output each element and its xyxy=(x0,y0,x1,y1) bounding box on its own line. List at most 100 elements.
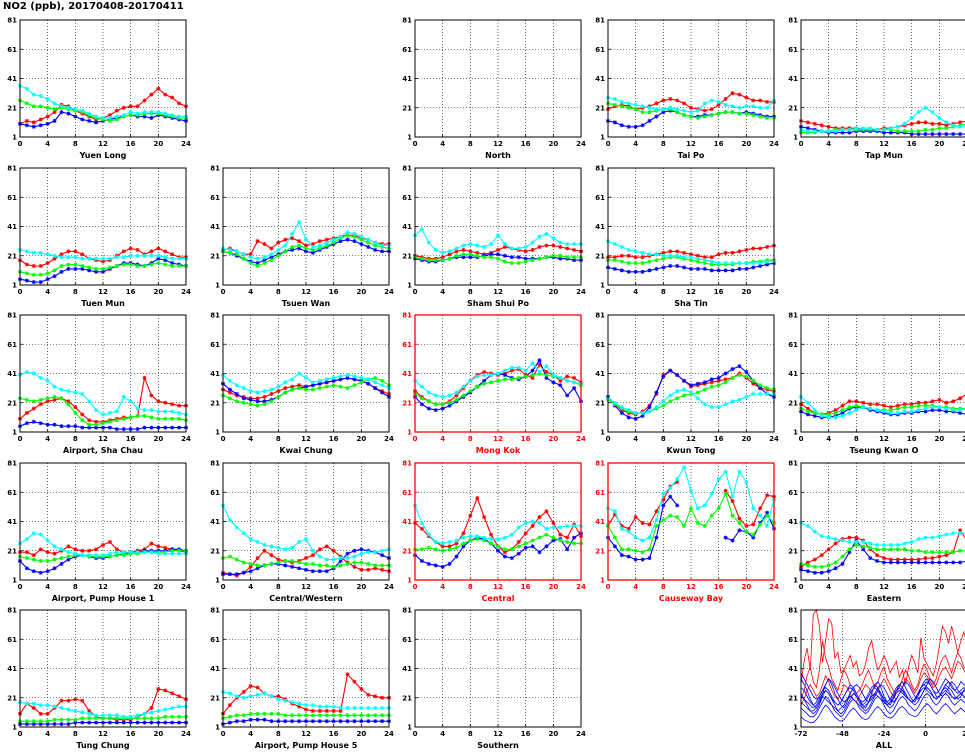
data-point xyxy=(310,242,315,247)
x-tick-label: 0 xyxy=(413,730,418,738)
data-point xyxy=(38,402,43,407)
y-tick-label: 81 xyxy=(402,17,412,25)
x-tick-label: 8 xyxy=(854,583,859,591)
data-point xyxy=(702,380,707,385)
data-point xyxy=(675,372,680,377)
plot-frame xyxy=(607,167,775,286)
x-tick-label: 24 xyxy=(181,583,191,591)
data-point xyxy=(59,396,64,401)
data-point xyxy=(833,408,838,413)
x-tick-label: 4 xyxy=(45,288,50,296)
data-point xyxy=(304,719,308,724)
x-tick-label: 8 xyxy=(73,730,78,738)
data-point xyxy=(551,236,556,241)
y-tick-label: 1 xyxy=(793,429,798,437)
data-point xyxy=(475,250,480,255)
data-point xyxy=(661,110,666,115)
data-point xyxy=(923,127,928,132)
data-point xyxy=(373,713,378,718)
data-point xyxy=(440,255,445,260)
data-point xyxy=(324,243,329,248)
chart-panel-kwai-chung: 0 4 8 12 16 20 24 1 21 41 61 81 Kwai Chung xyxy=(203,310,394,456)
data-point xyxy=(135,263,140,268)
data-point xyxy=(170,95,175,100)
panel-title: North xyxy=(485,151,511,160)
x-tick-label: 24 xyxy=(962,730,965,738)
data-point xyxy=(695,253,700,258)
data-point xyxy=(80,720,85,725)
data-point xyxy=(454,554,459,559)
data-point xyxy=(297,246,302,251)
data-point xyxy=(345,713,350,718)
data-point xyxy=(324,380,329,385)
data-point xyxy=(170,402,175,407)
x-tick-label: 4 xyxy=(826,435,831,443)
data-point xyxy=(310,387,315,392)
data-point xyxy=(440,406,445,411)
data-point xyxy=(352,239,357,244)
x-tick-label: 8 xyxy=(276,435,281,443)
data-point xyxy=(765,115,770,120)
data-point xyxy=(262,399,267,404)
data-point xyxy=(537,358,542,363)
y-tick-label: 1 xyxy=(600,134,605,142)
x-tick-label: 24 xyxy=(576,730,586,738)
data-point xyxy=(812,129,817,134)
data-point xyxy=(751,265,756,270)
y-tick-label: 81 xyxy=(7,312,17,320)
data-point xyxy=(366,692,371,697)
data-point xyxy=(52,566,57,571)
data-point xyxy=(454,541,459,546)
data-point xyxy=(709,113,714,118)
data-point xyxy=(283,713,288,718)
data-point xyxy=(59,252,64,257)
data-point xyxy=(461,393,466,398)
data-point xyxy=(304,243,308,248)
data-point xyxy=(923,556,928,561)
data-point xyxy=(31,399,36,404)
data-point xyxy=(758,386,763,391)
y-tick-label: 1 xyxy=(407,577,412,585)
data-point xyxy=(937,132,942,137)
data-point xyxy=(66,698,71,703)
data-point xyxy=(716,111,721,116)
y-tick-label: 41 xyxy=(7,518,17,526)
x-tick-label: 4 xyxy=(633,140,638,148)
data-point xyxy=(702,255,707,260)
data-point xyxy=(654,405,659,410)
data-point xyxy=(468,534,473,539)
data-point xyxy=(633,249,638,254)
data-point xyxy=(509,261,514,266)
data-point xyxy=(454,538,459,543)
data-point xyxy=(135,413,140,418)
data-point xyxy=(647,252,652,257)
data-point xyxy=(352,374,357,379)
data-point xyxy=(324,544,329,549)
data-point xyxy=(255,390,260,395)
y-tick-label: 1 xyxy=(793,134,798,142)
data-point xyxy=(509,532,514,537)
data-point xyxy=(373,247,378,252)
data-point xyxy=(902,557,907,562)
data-point xyxy=(482,244,487,249)
data-point xyxy=(310,713,315,718)
data-point xyxy=(248,684,253,689)
data-point xyxy=(751,391,756,396)
series-line xyxy=(800,692,965,718)
data-point xyxy=(380,383,385,388)
data-point xyxy=(24,262,29,267)
data-point xyxy=(310,719,315,724)
data-point xyxy=(826,412,831,417)
data-point xyxy=(565,523,570,528)
data-point xyxy=(709,377,714,382)
data-point xyxy=(45,719,50,724)
data-point xyxy=(530,523,535,528)
data-point xyxy=(426,545,431,550)
data-point xyxy=(304,246,308,251)
data-point xyxy=(819,413,824,418)
data-point xyxy=(751,261,756,266)
data-point xyxy=(461,247,466,252)
data-point xyxy=(661,265,666,270)
data-point xyxy=(324,719,329,724)
data-point xyxy=(537,244,542,249)
